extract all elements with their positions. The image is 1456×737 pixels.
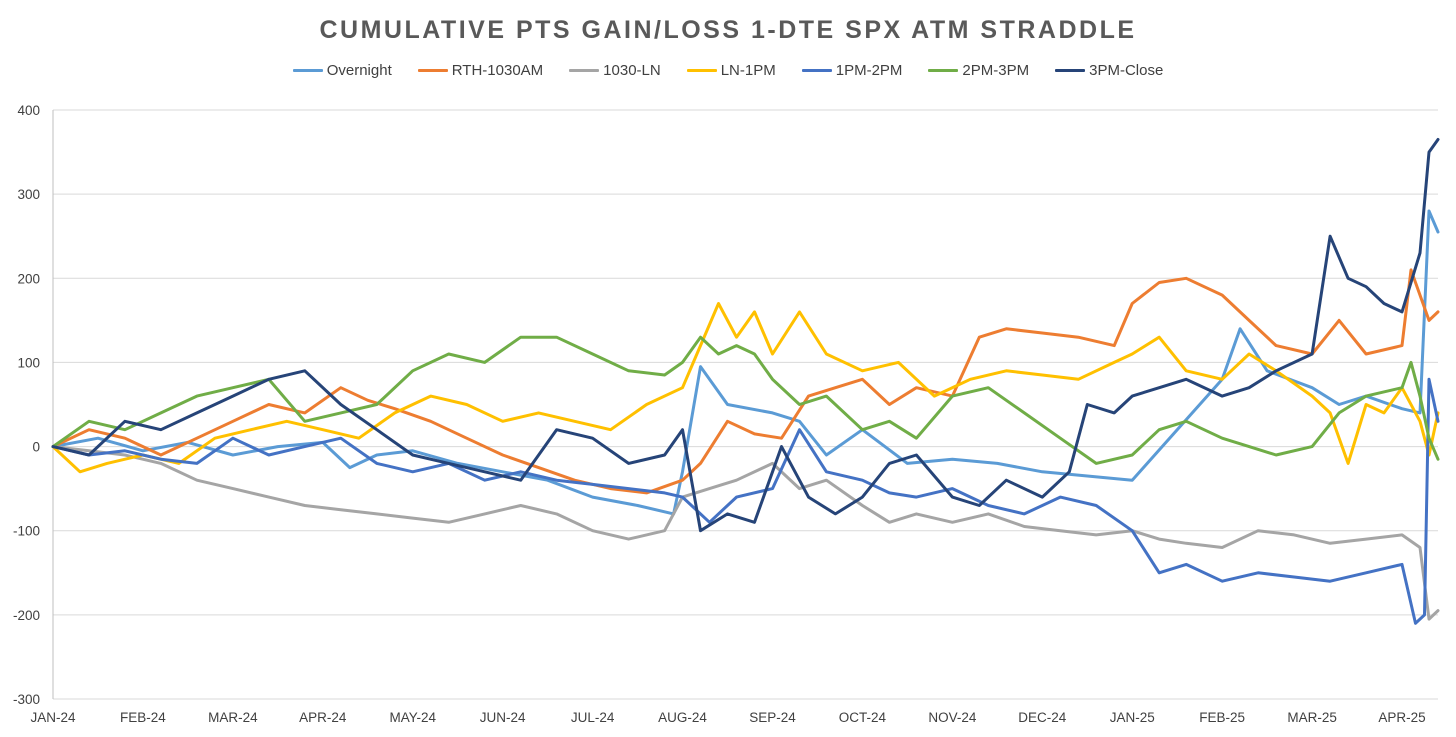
legend-swatch <box>928 69 959 72</box>
x-tick-label: MAR-25 <box>1287 710 1337 725</box>
series-line-1pm-2pm <box>51 377 1440 625</box>
legend-label: 3PM-Close <box>1089 62 1164 79</box>
legend-label: LN-1PM <box>720 62 776 79</box>
legend-item: 2PM-3PM <box>928 62 1029 79</box>
series-line-1030-ln <box>51 445 1440 621</box>
legend-item: 3PM-Close <box>1055 62 1163 79</box>
legend-swatch <box>1055 69 1086 72</box>
x-tick-label: OCT-24 <box>839 710 887 725</box>
legend-label: 1030-LN <box>603 62 661 79</box>
x-tick-label: APR-25 <box>1378 710 1425 725</box>
series-line-2pm-3pm <box>51 335 1440 465</box>
legend-item: 1030-LN <box>569 62 661 79</box>
chart-legend: Overnight RTH-1030AM 1030-LN LN-1PM 1PM-2PM 2… <box>0 62 1456 79</box>
x-tick-label: SEP-24 <box>749 710 796 725</box>
y-tick-label: 300 <box>17 187 40 202</box>
y-tick-label: 0 <box>32 440 40 455</box>
y-tick-label: -300 <box>13 692 40 707</box>
y-tick-label: 200 <box>17 271 40 286</box>
x-tick-label: NOV-24 <box>928 710 977 725</box>
legend-label: Overnight <box>326 62 392 79</box>
legend-item: LN-1PM <box>686 62 776 79</box>
x-tick-label: FEB-25 <box>1199 710 1245 725</box>
x-tick-label: JAN-24 <box>30 710 76 725</box>
y-tick-label: -100 <box>13 524 40 539</box>
legend-swatch <box>686 69 717 72</box>
chart-title: CUMULATIVE PTS GAIN/LOSS 1-DTE SPX ATM S… <box>319 16 1137 44</box>
legend-item: RTH-1030AM <box>417 62 544 79</box>
legend-item: 1PM-2PM <box>801 62 903 79</box>
y-tick-label: 400 <box>17 103 40 118</box>
y-tick-label: 100 <box>17 355 40 370</box>
legend-swatch <box>292 69 323 72</box>
series-line-3pm-close <box>51 138 1440 533</box>
series-line-ln-1pm <box>51 302 1440 474</box>
x-tick-label: JUL-24 <box>571 710 615 725</box>
x-tick-label: APR-24 <box>299 710 347 725</box>
y-tick-label: -200 <box>13 608 40 623</box>
x-tick-label: MAR-24 <box>208 710 258 725</box>
x-tick-label: FEB-24 <box>120 710 166 725</box>
x-tick-label: AUG-24 <box>658 710 707 725</box>
x-tick-label: JUN-24 <box>480 710 526 725</box>
x-tick-label: JAN-25 <box>1110 710 1155 725</box>
legend-swatch <box>801 69 832 72</box>
legend-label: 2PM-3PM <box>962 62 1030 79</box>
legend-swatch <box>417 69 448 72</box>
legend-swatch <box>569 69 600 72</box>
legend-label: 1PM-2PM <box>835 62 903 79</box>
legend-label: RTH-1030AM <box>451 62 544 79</box>
legend-item: Overnight <box>292 62 392 79</box>
x-tick-label: MAY-24 <box>389 710 436 725</box>
x-tick-label: DEC-24 <box>1018 710 1067 725</box>
series-line-rth-1030am <box>51 268 1440 495</box>
